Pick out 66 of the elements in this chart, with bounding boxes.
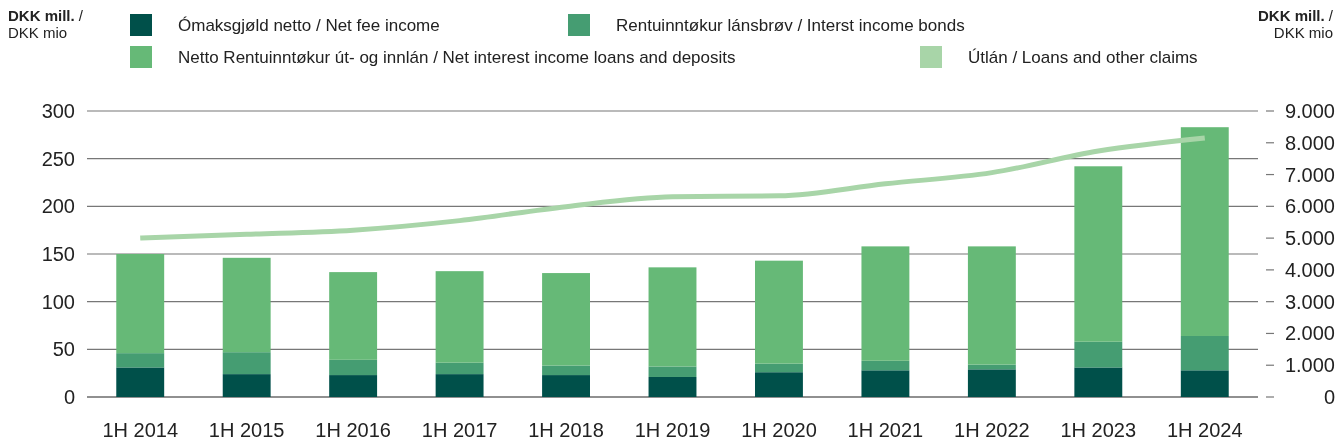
bar <box>435 271 484 363</box>
y2-tick-label: 2.000 <box>1284 322 1335 345</box>
y-tick-label: 250 <box>41 147 75 170</box>
bar <box>648 366 697 377</box>
x-tick-label: 1H 2019 <box>634 419 711 441</box>
bar <box>435 374 484 397</box>
legend-label: Rentuinntøkur lánsbrøv / Interst income bonds <box>616 16 965 35</box>
bar <box>755 363 803 373</box>
bar <box>967 369 1016 397</box>
bar <box>222 374 271 397</box>
legend-label: Ómaksgjøld netto / Net fee income <box>178 16 440 35</box>
bar <box>435 362 484 375</box>
y2-axis-title: DKK mill. / DKK mio <box>1257 7 1334 41</box>
y2-tick-label: 6.000 <box>1284 195 1335 218</box>
bar <box>116 367 165 397</box>
x-tick-label: 1H 2021 <box>847 419 924 441</box>
x-tick-label: 1H 2018 <box>528 419 604 441</box>
y-tick-label: 200 <box>41 195 75 218</box>
bar <box>648 376 697 397</box>
y2-tick-label: 3.000 <box>1284 290 1335 313</box>
bar <box>755 372 803 397</box>
x-tick-label: 1H 2023 <box>1060 419 1137 441</box>
bar <box>329 272 378 360</box>
bar <box>967 246 1016 365</box>
bar <box>116 254 165 354</box>
bar <box>116 353 165 368</box>
y2-tick-label: 8.000 <box>1284 131 1335 154</box>
bar <box>861 246 910 361</box>
bar <box>1180 127 1229 336</box>
bar <box>222 257 271 353</box>
y-tick-label: 300 <box>41 100 75 122</box>
bar <box>861 370 910 397</box>
x-tick-label: 1H 2015 <box>208 419 285 441</box>
bar <box>329 359 378 376</box>
legend-label: Útlán / Loans and other claims <box>968 48 1198 67</box>
y2-tick-label: 4.000 <box>1284 258 1335 281</box>
x-tick-label: 1H 2022 <box>954 419 1030 441</box>
bar <box>542 375 590 397</box>
y2-tick-label: 0 <box>1323 386 1335 408</box>
x-tick-label: 1H 2016 <box>315 419 391 441</box>
bar <box>222 352 271 375</box>
bar <box>1180 370 1229 397</box>
bar <box>1074 341 1123 368</box>
y-tick-label: 150 <box>41 243 75 265</box>
x-tick-label: 1H 2017 <box>421 419 498 441</box>
y-axis-title: DKK mill. / DKK mio <box>8 7 84 41</box>
bar <box>329 375 378 397</box>
y2-tick-label: 1.000 <box>1284 354 1335 377</box>
y2-tick-label: 5.000 <box>1284 227 1335 250</box>
y2-tick-label: 7.000 <box>1284 163 1335 186</box>
bar <box>1074 367 1123 397</box>
x-tick-label: 1H 2014 <box>102 419 179 441</box>
y-tick-label: 100 <box>41 290 75 313</box>
bar <box>1074 166 1123 342</box>
y2-tick-label: 9.000 <box>1284 100 1335 122</box>
x-tick-label: 1H 2020 <box>741 419 817 441</box>
x-tick-label: 1H 2024 <box>1166 419 1243 441</box>
bar <box>542 365 590 376</box>
bar <box>648 267 697 367</box>
y-tick-label: 50 <box>52 338 75 361</box>
bar <box>1180 335 1229 371</box>
legend-label: Netto Rentuinntøkur út- og innlán / Net interest income loans and deposits <box>178 48 736 67</box>
bar <box>755 260 803 364</box>
bar <box>542 273 590 366</box>
y-tick-label: 0 <box>63 386 75 408</box>
bar <box>861 360 910 371</box>
